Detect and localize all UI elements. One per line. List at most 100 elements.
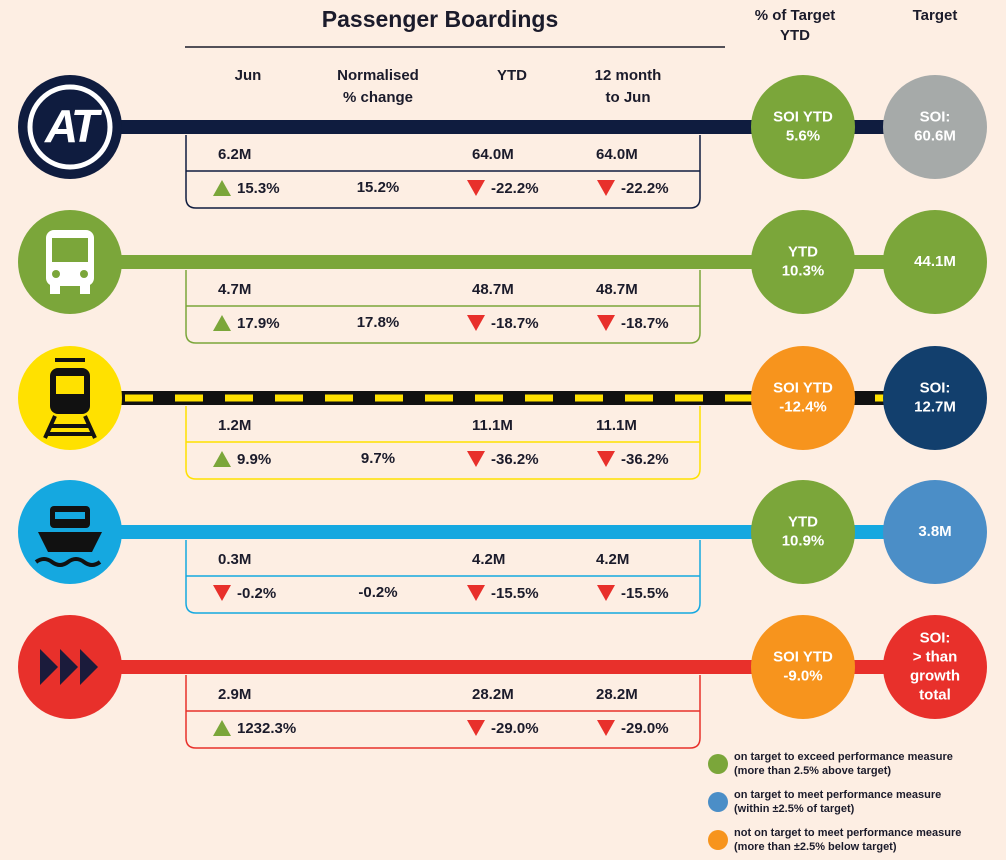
circle-label: -9.0% (783, 667, 822, 684)
cell: -15.5% (491, 585, 539, 602)
pct-target-circle (751, 346, 855, 450)
arrow-up (213, 315, 231, 331)
cell: 1.2M (218, 417, 251, 434)
cell: 15.2% (357, 179, 400, 196)
circle-label: SOI: (920, 108, 951, 125)
circle-label: 60.6M (914, 127, 956, 144)
cell: 48.7M (596, 281, 638, 298)
legend-dot (708, 754, 728, 774)
cell: 4.7M (218, 281, 251, 298)
column-header: YTD (497, 67, 527, 84)
target-circle (883, 480, 987, 584)
bus-window (52, 238, 88, 262)
arrow-down (467, 180, 485, 196)
arrow-up (213, 720, 231, 736)
legend-text: (more than ±2.5% below target) (734, 841, 897, 853)
legend-text: (within ±2.5% of target) (734, 803, 855, 815)
train-track (43, 415, 97, 439)
circle-label: 10.9% (782, 532, 825, 549)
cell: 1232.3% (237, 720, 296, 737)
cell: -29.0% (491, 720, 539, 737)
fast-arrow (60, 649, 78, 685)
arrow-down (467, 720, 485, 736)
cell: 11.1M (472, 417, 513, 434)
target-circle (883, 346, 987, 450)
pct-target-circle (751, 480, 855, 584)
cell: -0.2% (237, 585, 276, 602)
circle-label: SOI: (920, 629, 951, 646)
train-window (56, 376, 84, 394)
bus-wheel (80, 284, 90, 294)
column-header: % change (343, 89, 413, 106)
fast-arrow (40, 649, 58, 685)
title: Passenger Boardings (322, 6, 558, 32)
circle-label: 44.1M (914, 253, 956, 270)
circle-label: YTD (788, 243, 818, 260)
arrow-up (213, 180, 231, 196)
column-header: Normalised (337, 67, 419, 84)
arrow-down (597, 315, 615, 331)
cell: -15.5% (621, 585, 669, 602)
arrow-up (213, 451, 231, 467)
logo: AT (44, 100, 103, 152)
ferry-wave (34, 557, 102, 567)
target-circle (883, 615, 987, 719)
pct-header: % of Target (755, 7, 836, 24)
cell: 17.8% (357, 314, 400, 331)
row-box (185, 406, 701, 480)
bus-wheel (50, 284, 60, 294)
cell: 11.1M (596, 417, 637, 434)
legend-text: on target to exceed performance measure (734, 751, 953, 763)
column-header: Jun (235, 67, 262, 84)
icon-glyph (43, 358, 97, 439)
pct-target-circle (751, 75, 855, 179)
cell: 15.3% (237, 180, 280, 197)
bus-light (52, 270, 60, 278)
row-box (185, 540, 701, 614)
cell: 9.9% (237, 451, 271, 468)
cell: 9.7% (361, 450, 395, 467)
row-box (185, 135, 701, 209)
circle-label: 5.6% (786, 127, 820, 144)
cell: -22.2% (491, 180, 539, 197)
cell: -18.7% (621, 315, 669, 332)
column-header: 12 month (595, 67, 662, 84)
cell: -36.2% (621, 451, 669, 468)
arrow-down (597, 451, 615, 467)
circle-label: -12.4% (779, 398, 827, 415)
ferry-window (55, 512, 85, 519)
arrow-down (213, 585, 231, 601)
cell: 4.2M (596, 551, 629, 568)
cell: 0.3M (218, 551, 251, 568)
pct-target-circle (751, 615, 855, 719)
target-header: Target (913, 7, 958, 24)
legend-text: not on target to meet performance measur… (734, 827, 961, 839)
circle-label: 10.3% (782, 262, 825, 279)
circle-label: YTD (788, 513, 818, 530)
legend-dot (708, 830, 728, 850)
cell: 4.2M (472, 551, 505, 568)
arrow-down (597, 585, 615, 601)
legend-text: (more than 2.5% above target) (734, 765, 891, 777)
arrow-down (597, 180, 615, 196)
mode-icon (18, 75, 122, 179)
circle-label: total (919, 686, 951, 703)
cell: 28.2M (596, 686, 638, 703)
fast-arrow (80, 649, 98, 685)
circle-label: 12.7M (914, 398, 956, 415)
cell: -36.2% (491, 451, 539, 468)
arrow-down (467, 315, 485, 331)
bus-light (80, 270, 88, 278)
circle-label: SOI YTD (773, 108, 833, 125)
target-circle (883, 75, 987, 179)
cell: 64.0M (596, 146, 638, 163)
cell: -22.2% (621, 180, 669, 197)
pct-target-circle (751, 210, 855, 314)
logo-ring (27, 84, 113, 170)
cell: -0.2% (358, 584, 397, 601)
target-circle (883, 210, 987, 314)
row-box (185, 675, 701, 749)
icon-glyph (46, 230, 94, 294)
cell: 2.9M (218, 686, 251, 703)
